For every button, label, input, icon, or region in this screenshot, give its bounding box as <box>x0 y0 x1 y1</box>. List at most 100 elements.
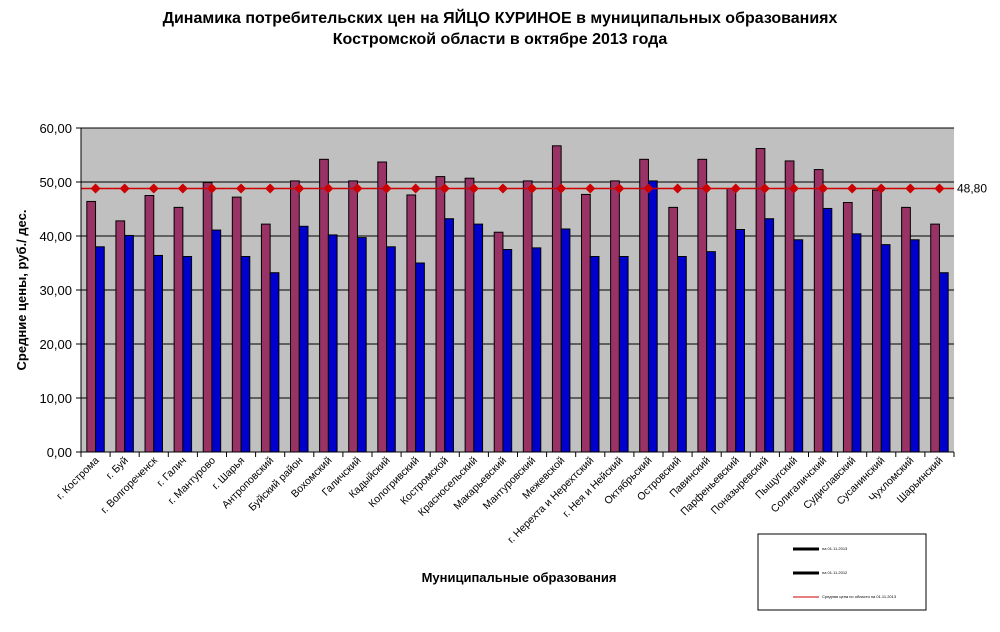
bar <box>202 182 213 453</box>
bar <box>319 158 329 453</box>
average-marker <box>614 183 625 194</box>
bar <box>406 194 417 453</box>
average-marker <box>672 183 683 194</box>
average-marker <box>265 183 276 194</box>
bar <box>938 272 949 453</box>
bar <box>377 161 388 453</box>
bar <box>182 256 193 453</box>
bar <box>901 206 911 453</box>
bar <box>755 148 766 453</box>
bar <box>909 239 920 453</box>
bar <box>327 234 338 453</box>
bar <box>124 234 134 453</box>
average-marker <box>527 183 538 194</box>
bar <box>880 244 891 453</box>
bar <box>464 177 475 453</box>
bar <box>211 229 222 453</box>
average-marker <box>876 183 887 194</box>
average-marker <box>643 183 654 194</box>
bar <box>784 160 795 453</box>
legend-label-2013: на 01.11.2013 <box>822 546 848 551</box>
bar <box>618 256 629 453</box>
average-marker <box>730 183 741 194</box>
y-tick-label: 0,00 <box>47 445 72 460</box>
bar <box>473 223 484 453</box>
y-tick-label: 20,00 <box>39 337 72 352</box>
average-marker <box>90 183 101 194</box>
average-marker <box>934 183 945 194</box>
average-marker <box>410 183 421 194</box>
y-tick-label: 50,00 <box>39 175 72 190</box>
bar <box>793 239 804 453</box>
bar <box>493 231 504 453</box>
bar <box>668 206 679 453</box>
bar <box>522 180 533 453</box>
bar <box>115 220 126 453</box>
bar <box>415 262 425 453</box>
average-marker <box>468 183 479 194</box>
bar <box>706 251 716 453</box>
bar <box>677 256 687 453</box>
bar <box>610 180 620 453</box>
bar <box>813 169 824 453</box>
y-axis: 0,00 10,00 20,00 30,00 40,00 50,00 60,00 <box>39 121 82 460</box>
bar <box>697 158 708 453</box>
average-marker <box>847 183 858 194</box>
average-marker <box>177 183 188 194</box>
bar <box>260 223 271 453</box>
average-marker <box>818 183 829 194</box>
y-tick-label: 40,00 <box>39 229 72 244</box>
bar <box>647 180 658 453</box>
average-line-group: 48,80 <box>81 181 987 195</box>
bar <box>356 237 367 453</box>
y-tick-label: 10,00 <box>39 391 72 406</box>
bar <box>269 272 280 453</box>
average-marker <box>439 183 450 194</box>
bar <box>581 193 591 453</box>
bar <box>386 246 396 453</box>
bar <box>639 158 649 453</box>
y-tick-label: 30,00 <box>39 283 72 298</box>
bar <box>95 246 105 453</box>
bar <box>851 233 862 453</box>
average-marker <box>759 183 770 194</box>
bar <box>872 189 882 453</box>
bar <box>444 218 454 453</box>
bar <box>240 256 251 453</box>
average-marker <box>323 183 334 194</box>
average-marker <box>294 183 305 194</box>
legend-label-average: Средняя цена по области на 01.11.2013 <box>822 594 897 599</box>
average-marker <box>119 183 130 194</box>
y-tick-label: 60,00 <box>39 121 72 136</box>
legend-label-2012: на 01.11.2012 <box>822 570 848 575</box>
average-marker <box>352 183 363 194</box>
bar <box>144 195 155 453</box>
bar <box>842 202 853 453</box>
bar <box>231 196 242 453</box>
average-marker <box>556 183 567 194</box>
chart-title: Динамика потребительских цен на ЯЙЦО КУР… <box>162 10 838 48</box>
bar <box>290 180 300 453</box>
average-marker <box>905 183 916 194</box>
average-marker <box>236 183 247 194</box>
bar <box>589 256 600 453</box>
bar <box>173 206 184 453</box>
average-marker <box>585 183 596 194</box>
average-marker <box>206 183 217 194</box>
bar <box>764 218 775 453</box>
x-tick-label: г. Кострома <box>54 455 102 503</box>
average-marker <box>381 183 392 194</box>
bar <box>435 176 446 453</box>
bar <box>560 228 571 453</box>
legend: на 01.11.2013 на 01.11.2012 Средняя цена… <box>757 533 927 611</box>
y-axis-label: Средние цены, руб./ дес. <box>14 210 29 371</box>
bar <box>531 247 542 453</box>
bar <box>502 249 513 453</box>
bar <box>822 207 833 453</box>
x-axis-label: Муниципальные образования <box>422 570 617 585</box>
average-label: 48,80 <box>957 181 987 195</box>
average-marker <box>788 183 799 194</box>
bar <box>726 187 737 453</box>
bar <box>153 254 163 453</box>
